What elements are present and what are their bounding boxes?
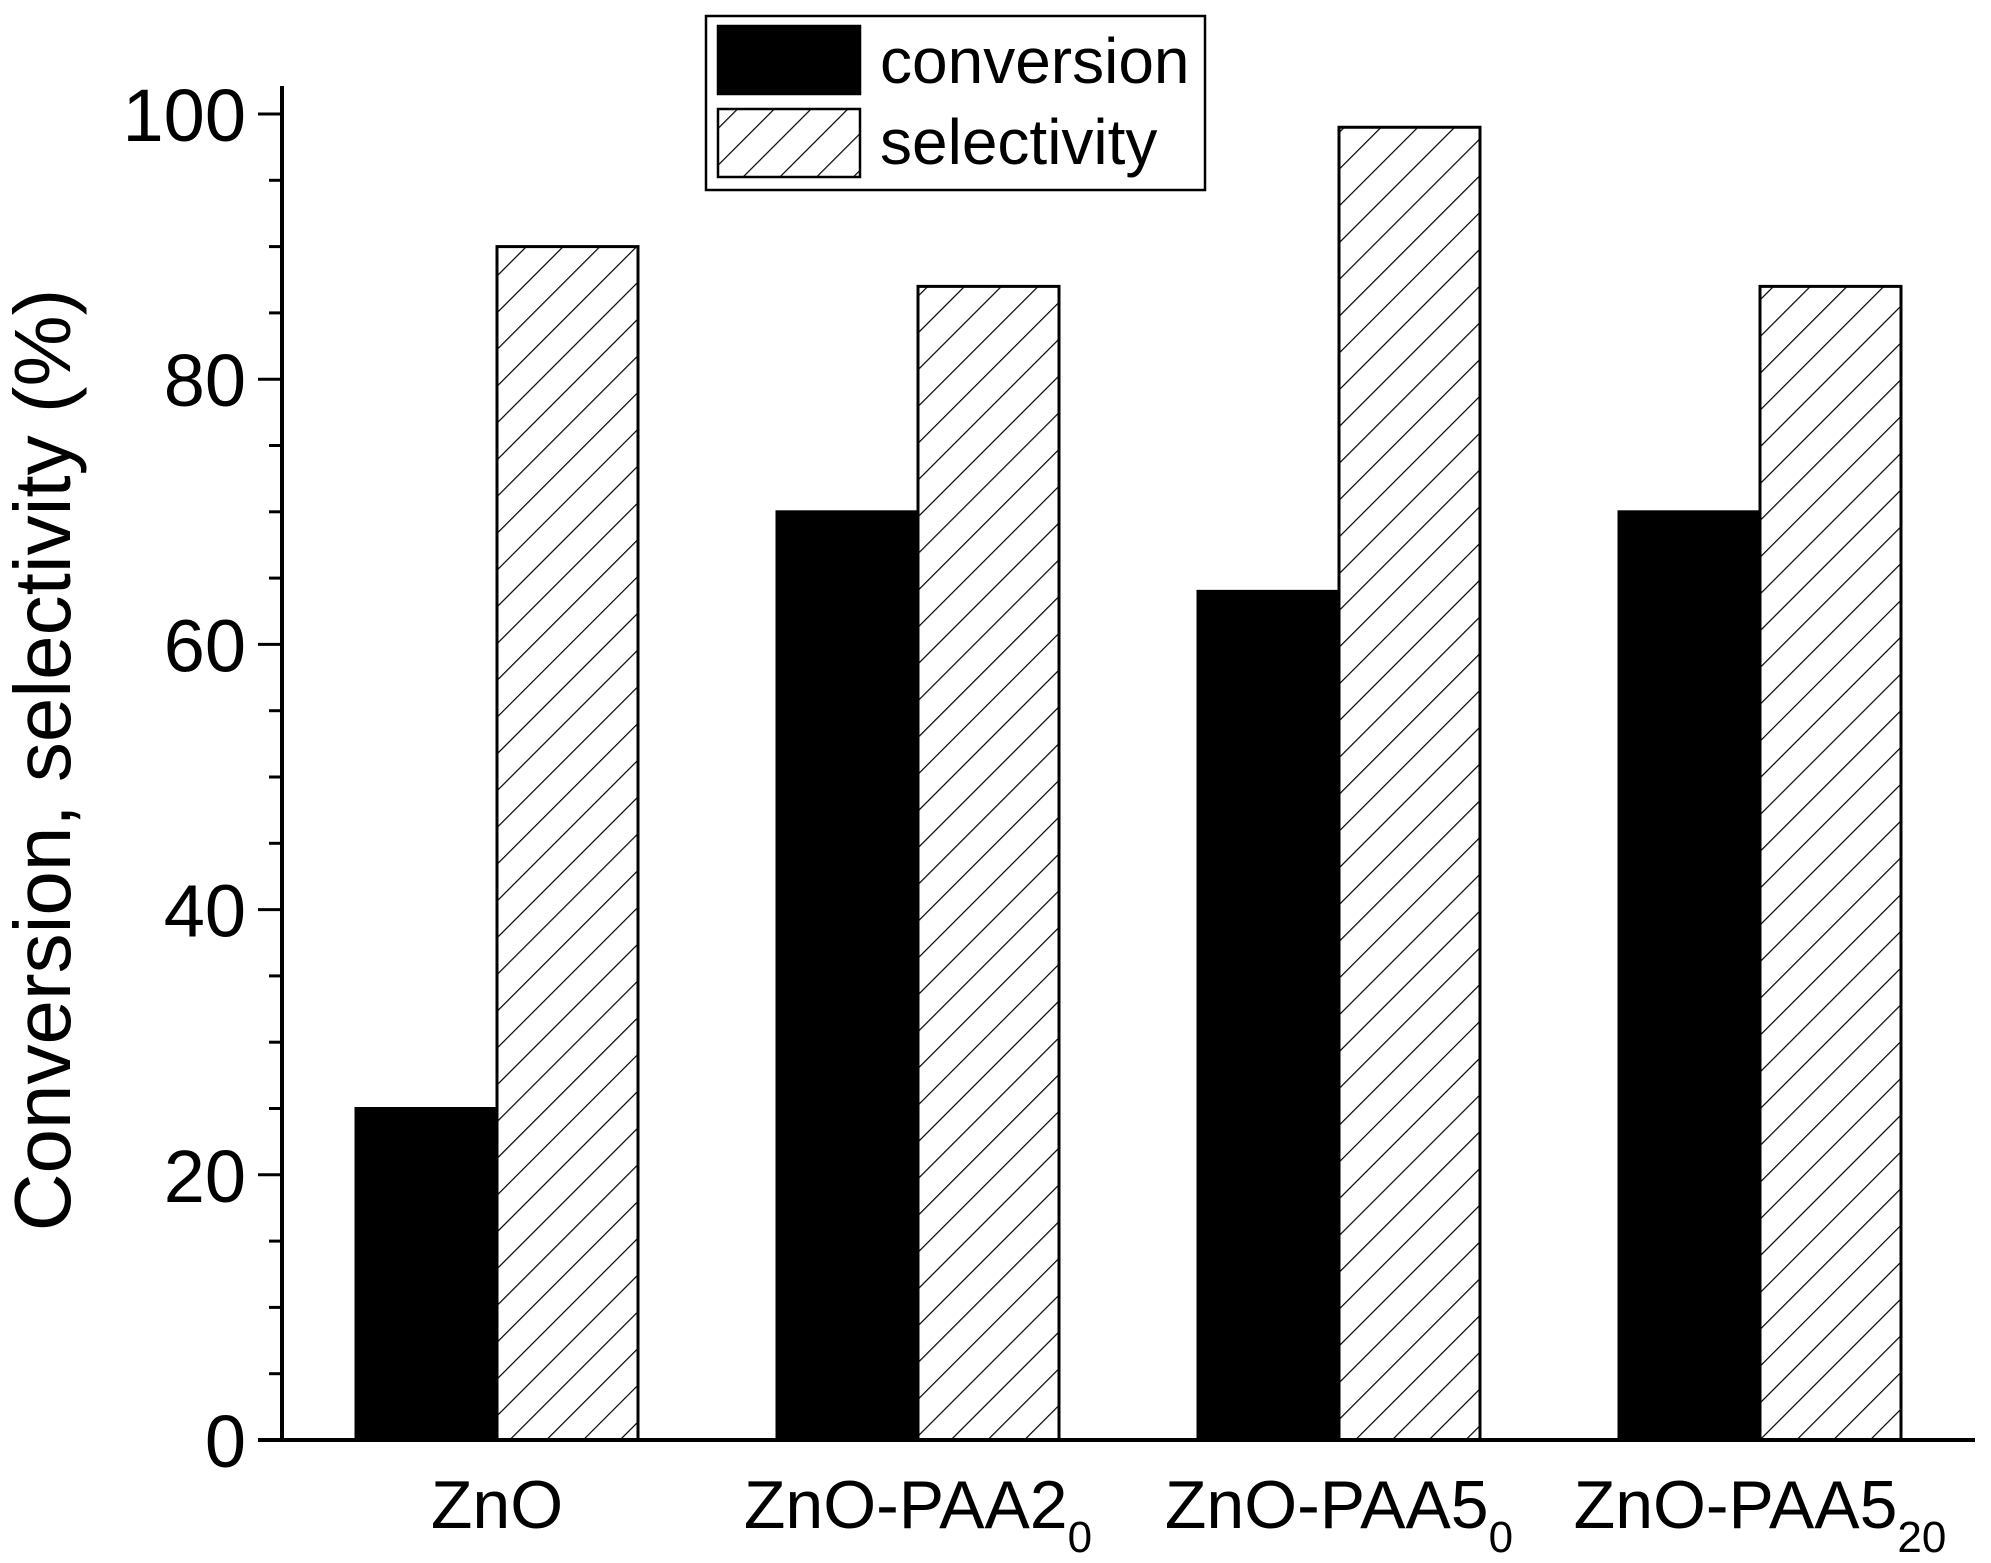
bar-conversion-3 (1617, 510, 1762, 1442)
bar-selectivity-3 (1758, 284, 1903, 1442)
bars-group (354, 125, 1903, 1442)
x-category-label-1: ZnO-PAA20 (744, 1467, 1092, 1562)
x-category-label-3: ZnO-PAA520 (1574, 1467, 1947, 1562)
y-tick-label-80: 80 (164, 339, 246, 422)
bar-selectivity-0 (495, 245, 640, 1442)
x-category-label-2: ZnO-PAA50 (1165, 1467, 1513, 1562)
y-ticks-group: 0 20 40 60 80 100 (123, 74, 282, 1483)
bar-conversion-1 (775, 510, 920, 1442)
legend-label-selectivity: selectivity (880, 106, 1157, 178)
y-axis-label: Conversion, selectivity (%) (0, 289, 87, 1232)
legend-swatch-conversion (716, 24, 862, 96)
y-tick-label-60: 60 (164, 604, 246, 687)
bar-selectivity-2 (1337, 125, 1482, 1442)
y-tick-label-20: 20 (164, 1135, 246, 1218)
legend: conversion selectivity (704, 14, 1207, 192)
y-tick-label-100: 100 (123, 74, 246, 157)
bar-conversion-2 (1196, 589, 1341, 1442)
x-category-label-0: ZnO (431, 1467, 563, 1543)
bar-conversion-0 (354, 1107, 499, 1442)
x-labels-group: ZnO ZnO-PAA20 ZnO-PAA50 ZnO-PAA520 (431, 1467, 1946, 1562)
legend-swatch-selectivity (716, 107, 862, 179)
legend-label-conversion: conversion (880, 25, 1190, 97)
bar-selectivity-1 (916, 284, 1061, 1442)
y-tick-label-0: 0 (205, 1400, 246, 1483)
y-tick-label-40: 40 (164, 870, 246, 953)
